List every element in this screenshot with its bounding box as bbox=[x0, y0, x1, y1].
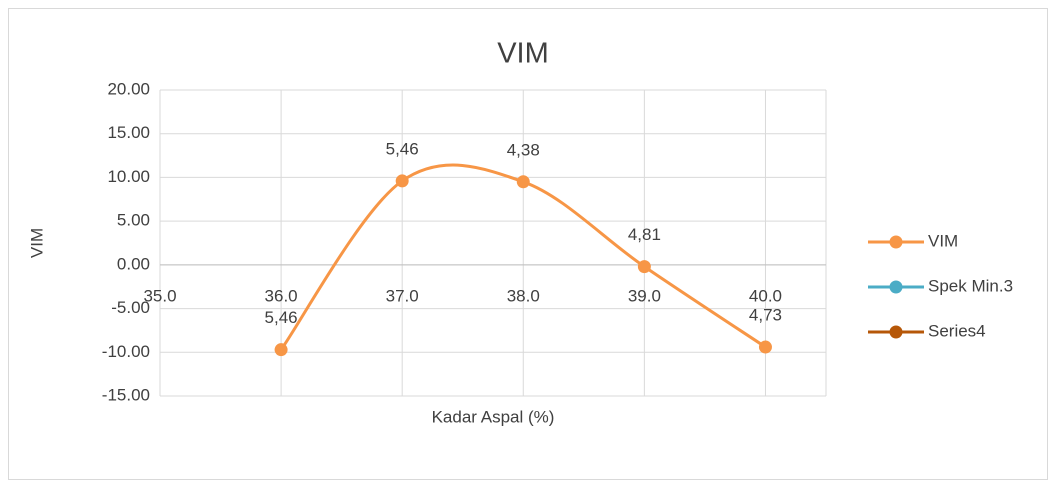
y-tick-label: 20.00 bbox=[107, 79, 150, 98]
y-tick-label: 0.00 bbox=[117, 254, 150, 273]
data-point bbox=[274, 343, 288, 357]
legend-marker bbox=[889, 235, 903, 249]
legend-marker bbox=[889, 280, 903, 294]
data-label: 4,73 bbox=[749, 306, 782, 325]
legend-label: Spek Min.3 bbox=[928, 276, 1013, 295]
x-axis-label: Kadar Aspal (%) bbox=[432, 407, 555, 426]
y-tick-label: -5.00 bbox=[111, 298, 150, 317]
legend-label: Series4 bbox=[928, 321, 986, 340]
y-tick-label: -15.00 bbox=[102, 385, 150, 404]
data-label: 4,81 bbox=[628, 225, 661, 244]
data-point bbox=[637, 260, 651, 274]
x-tick-label: 40.0 bbox=[749, 286, 782, 305]
y-tick-label: 10.00 bbox=[107, 167, 150, 186]
y-tick-label: 15.00 bbox=[107, 123, 150, 142]
x-tick-label: 39.0 bbox=[628, 286, 661, 305]
chart-title: VIM bbox=[497, 38, 549, 70]
data-point bbox=[516, 175, 530, 189]
data-label: 4,38 bbox=[507, 140, 540, 159]
legend-label: VIM bbox=[928, 231, 958, 250]
y-tick-label: 5.00 bbox=[117, 211, 150, 230]
data-label: 5,46 bbox=[265, 308, 298, 327]
chart-frame bbox=[8, 8, 1048, 480]
legend-marker bbox=[889, 325, 903, 339]
x-tick-label: 37.0 bbox=[386, 286, 419, 305]
data-label: 5,46 bbox=[386, 139, 419, 158]
x-tick-label: 36.0 bbox=[265, 286, 298, 305]
y-tick-label: -10.00 bbox=[102, 342, 150, 361]
y-axis-label: VIM bbox=[27, 228, 46, 258]
x-tick-label: 38.0 bbox=[507, 286, 540, 305]
data-point bbox=[395, 174, 409, 188]
x-tick-label: 35.0 bbox=[143, 286, 176, 305]
data-point bbox=[758, 340, 772, 354]
